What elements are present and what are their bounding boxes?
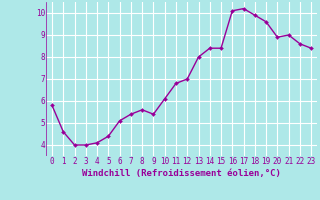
X-axis label: Windchill (Refroidissement éolien,°C): Windchill (Refroidissement éolien,°C) [82,169,281,178]
